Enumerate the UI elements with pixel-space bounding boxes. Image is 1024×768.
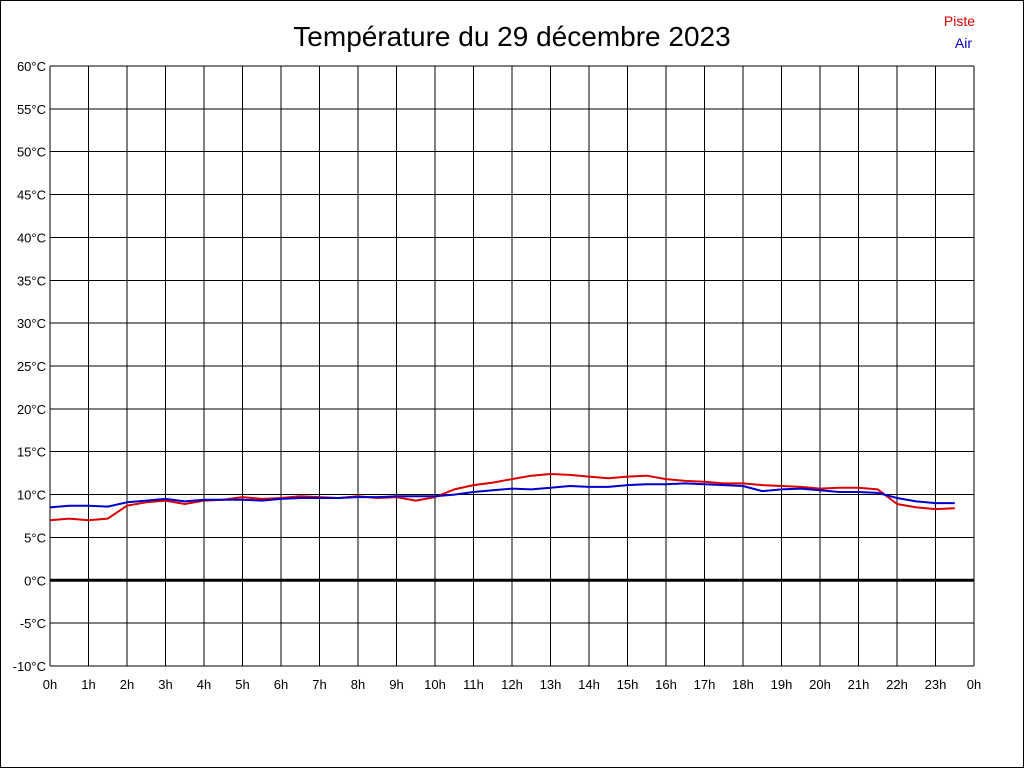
x-tick-label: 23h <box>925 677 947 692</box>
x-tick-label: 2h <box>120 677 134 692</box>
x-tick-label: 15h <box>617 677 639 692</box>
x-tick-label: 7h <box>312 677 326 692</box>
x-tick-label: 21h <box>848 677 870 692</box>
legend-entry-piste: Piste <box>944 13 975 29</box>
legend-entry-air: Air <box>955 35 972 51</box>
x-tick-label: 17h <box>694 677 716 692</box>
x-tick-label: 13h <box>540 677 562 692</box>
y-tick-label: 40°C <box>17 230 46 245</box>
y-tick-label: -10°C <box>13 659 46 674</box>
y-tick-label: -5°C <box>20 616 46 631</box>
y-tick-label: 20°C <box>17 402 46 417</box>
y-tick-label: 50°C <box>17 145 46 160</box>
y-tick-label: 0°C <box>24 573 46 588</box>
x-tick-label: 3h <box>158 677 172 692</box>
x-tick-label: 1h <box>81 677 95 692</box>
chart-title: Température du 29 décembre 2023 <box>293 21 730 52</box>
y-tick-label: 60°C <box>17 59 46 74</box>
series-line-piste <box>49 473 955 522</box>
y-tick-label: 30°C <box>17 316 46 331</box>
y-tick-label: 55°C <box>17 102 46 117</box>
x-tick-label: 20h <box>809 677 831 692</box>
x-tick-label: 14h <box>578 677 600 692</box>
grid <box>49 65 975 667</box>
x-tick-label: 9h <box>389 677 403 692</box>
x-tick-label: 6h <box>274 677 288 692</box>
y-tick-label: 35°C <box>17 273 46 288</box>
y-tick-label: 10°C <box>17 488 46 503</box>
x-tick-label: 11h <box>463 677 484 692</box>
x-tick-label: 22h <box>886 677 908 692</box>
y-tick-label: 5°C <box>24 530 46 545</box>
x-tick-label: 18h <box>732 677 754 692</box>
y-tick-label: 45°C <box>17 188 46 203</box>
x-tick-label: 0h <box>967 677 981 692</box>
series-lines <box>49 473 955 522</box>
x-tick-label: 10h <box>424 677 446 692</box>
y-tick-label: 25°C <box>17 359 46 374</box>
x-tick-label: 16h <box>655 677 677 692</box>
y-tick-label: 15°C <box>17 445 46 460</box>
x-tick-label: 19h <box>771 677 793 692</box>
x-tick-label: 0h <box>43 677 57 692</box>
x-tick-label: 4h <box>197 677 211 692</box>
axis-ticks: 60°C 55°C 50°C 45°C 40°C 35°C 30°C 25°C 20°C 15°C… <box>13 59 982 692</box>
x-tick-label: 5h <box>235 677 249 692</box>
series-line-air <box>49 482 955 509</box>
x-tick-label: 8h <box>351 677 365 692</box>
x-tick-label: 12h <box>501 677 523 692</box>
